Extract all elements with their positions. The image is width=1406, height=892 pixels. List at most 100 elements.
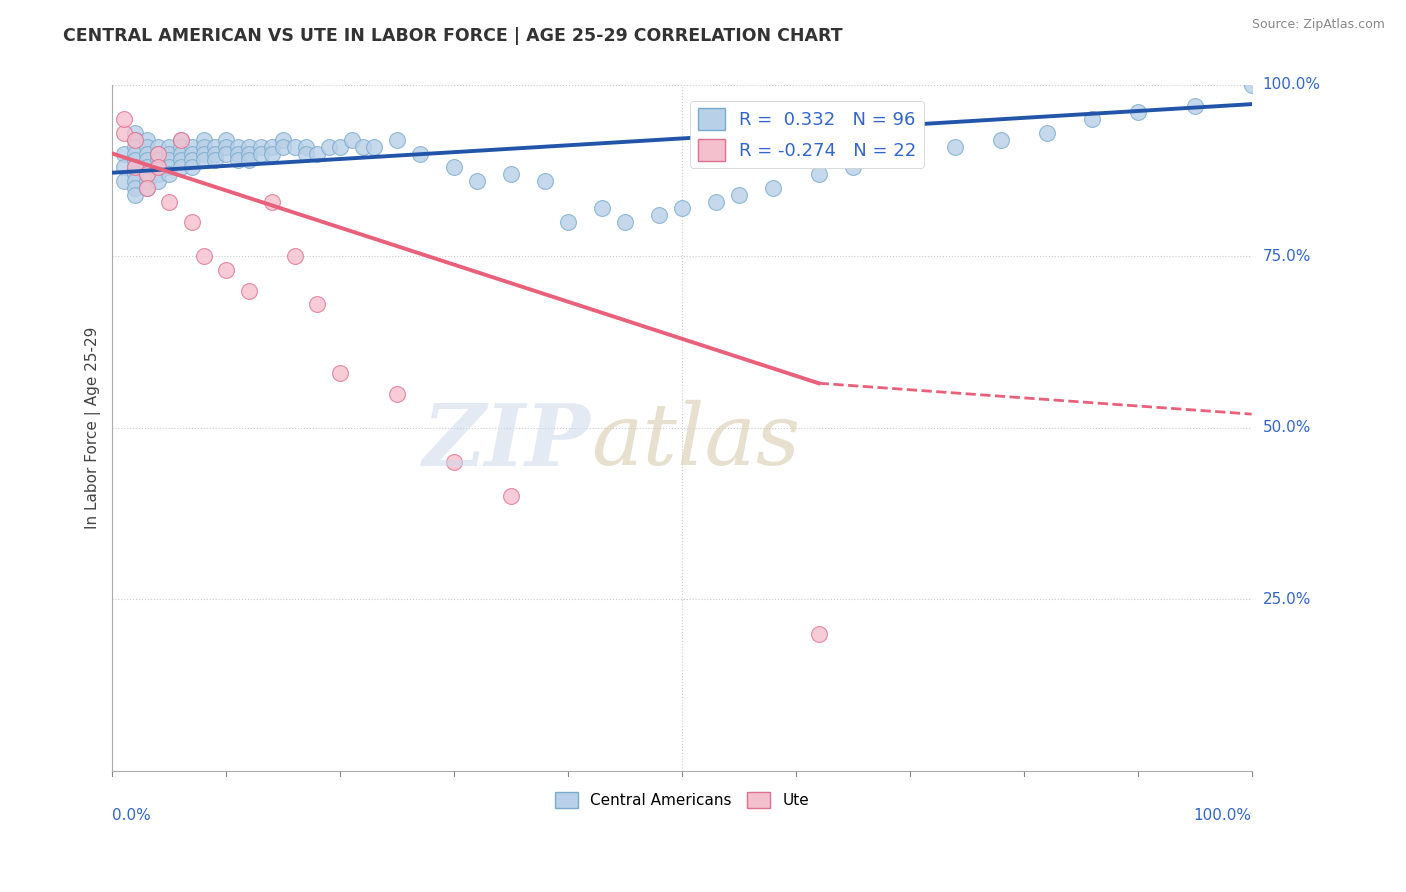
Point (340, 133, 363, 147)
Point (112, 126, 135, 140)
Point (249, 146, 271, 161)
Point (146, 146, 169, 161)
Point (112, 146, 135, 161)
Point (124, 167, 146, 181)
Point (135, 181, 157, 195)
Point (762, 181, 785, 195)
Point (181, 160, 204, 174)
Point (363, 139, 385, 153)
Point (284, 249, 307, 263)
Point (124, 133, 146, 147)
Point (193, 249, 215, 263)
Point (146, 167, 169, 181)
Point (260, 146, 283, 161)
Point (157, 146, 180, 161)
Point (465, 174, 488, 188)
Point (1240, 78, 1263, 92)
Point (157, 194, 180, 209)
Point (271, 133, 294, 147)
Point (807, 167, 830, 181)
Point (238, 153, 260, 168)
Point (146, 160, 169, 174)
Point (842, 160, 865, 174)
Point (135, 133, 157, 147)
Point (112, 160, 135, 174)
Point (329, 366, 352, 380)
Text: Source: ZipAtlas.com: Source: ZipAtlas.com (1251, 18, 1385, 31)
Point (170, 133, 193, 147)
Point (807, 626, 830, 640)
Point (124, 133, 146, 147)
Point (226, 146, 249, 161)
Point (318, 139, 340, 153)
Text: 0.0%: 0.0% (112, 808, 152, 823)
Point (170, 153, 193, 168)
Point (124, 153, 146, 168)
Point (135, 181, 157, 195)
Point (614, 215, 637, 229)
Point (443, 160, 465, 174)
Point (124, 160, 146, 174)
Point (157, 167, 180, 181)
Point (226, 139, 249, 153)
Text: 100.0%: 100.0% (1194, 808, 1251, 823)
Point (135, 139, 157, 153)
Point (295, 146, 318, 161)
Text: CENTRAL AMERICAN VS UTE IN LABOR FORCE | AGE 25-29 CORRELATION CHART: CENTRAL AMERICAN VS UTE IN LABOR FORCE |… (63, 27, 842, 45)
Point (181, 215, 204, 229)
Point (260, 139, 283, 153)
Text: ZIP: ZIP (423, 400, 591, 483)
Point (112, 112, 135, 127)
Point (1184, 98, 1206, 112)
Point (704, 194, 727, 209)
Point (124, 160, 146, 174)
Point (226, 153, 249, 168)
Point (1126, 105, 1149, 120)
Point (249, 139, 271, 153)
Point (146, 146, 169, 161)
Point (238, 284, 260, 298)
Point (671, 202, 693, 216)
Point (193, 139, 215, 153)
Point (146, 160, 169, 174)
Point (307, 297, 329, 311)
Point (135, 160, 157, 174)
Point (409, 146, 432, 161)
Point (181, 146, 204, 161)
Point (501, 167, 523, 181)
Point (945, 139, 967, 153)
Point (443, 455, 465, 469)
Point (260, 194, 283, 209)
Point (238, 146, 260, 161)
Point (157, 139, 180, 153)
Point (193, 153, 215, 168)
Point (990, 133, 1012, 147)
Point (135, 174, 157, 188)
Point (215, 146, 238, 161)
Point (170, 139, 193, 153)
Point (146, 174, 169, 188)
Point (204, 139, 226, 153)
Point (501, 490, 523, 504)
Point (387, 386, 409, 401)
Point (135, 167, 157, 181)
Point (146, 153, 169, 168)
Point (898, 146, 921, 161)
Point (215, 133, 238, 147)
Text: 25.0%: 25.0% (1263, 591, 1310, 607)
Point (157, 153, 180, 168)
Point (284, 139, 307, 153)
Point (170, 160, 193, 174)
Point (170, 133, 193, 147)
Point (238, 139, 260, 153)
Point (124, 126, 146, 140)
Point (352, 139, 374, 153)
Point (146, 139, 169, 153)
Text: atlas: atlas (591, 401, 800, 483)
Text: 100.0%: 100.0% (1263, 78, 1320, 93)
Point (124, 146, 146, 161)
Point (1035, 126, 1057, 140)
Point (534, 174, 557, 188)
Point (135, 153, 157, 168)
Point (135, 167, 157, 181)
